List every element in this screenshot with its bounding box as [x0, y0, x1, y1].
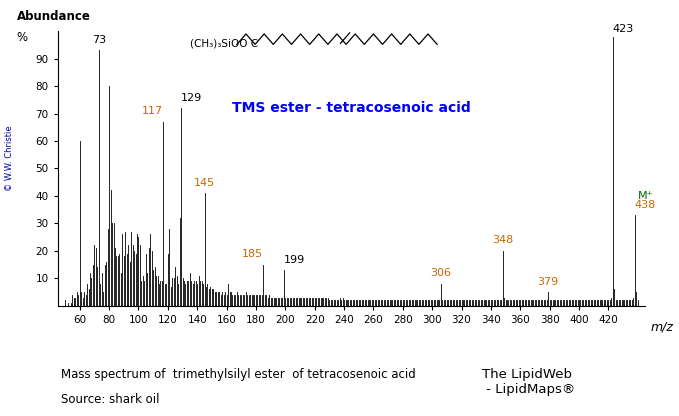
Text: 379: 379: [538, 277, 559, 287]
Text: (CH₃)₃SiOO C: (CH₃)₃SiOO C: [190, 38, 258, 48]
Text: 73: 73: [92, 35, 106, 45]
Text: 199: 199: [284, 255, 305, 265]
Text: 348: 348: [492, 235, 513, 245]
Text: 145: 145: [194, 178, 215, 188]
Text: Abundance: Abundance: [16, 10, 90, 23]
Text: © W.W. Christie: © W.W. Christie: [5, 125, 14, 191]
Text: Source: shark oil: Source: shark oil: [61, 393, 160, 406]
Text: 306: 306: [430, 268, 452, 278]
Text: m/z: m/z: [651, 321, 674, 334]
Text: 185: 185: [242, 249, 263, 259]
Text: 117: 117: [143, 106, 164, 116]
Text: 129: 129: [181, 93, 202, 103]
Text: 438: 438: [635, 200, 656, 210]
Text: M⁺: M⁺: [638, 191, 653, 201]
Text: 423: 423: [612, 24, 634, 34]
Text: The LipidWeb
 - LipidMaps®: The LipidWeb - LipidMaps®: [482, 368, 575, 396]
Text: %: %: [16, 30, 28, 44]
Text: TMS ester - tetracosenoic acid: TMS ester - tetracosenoic acid: [232, 101, 471, 115]
Text: Mass spectrum of  trimethylsilyl ester  of tetracosenoic acid: Mass spectrum of trimethylsilyl ester of…: [61, 368, 416, 381]
